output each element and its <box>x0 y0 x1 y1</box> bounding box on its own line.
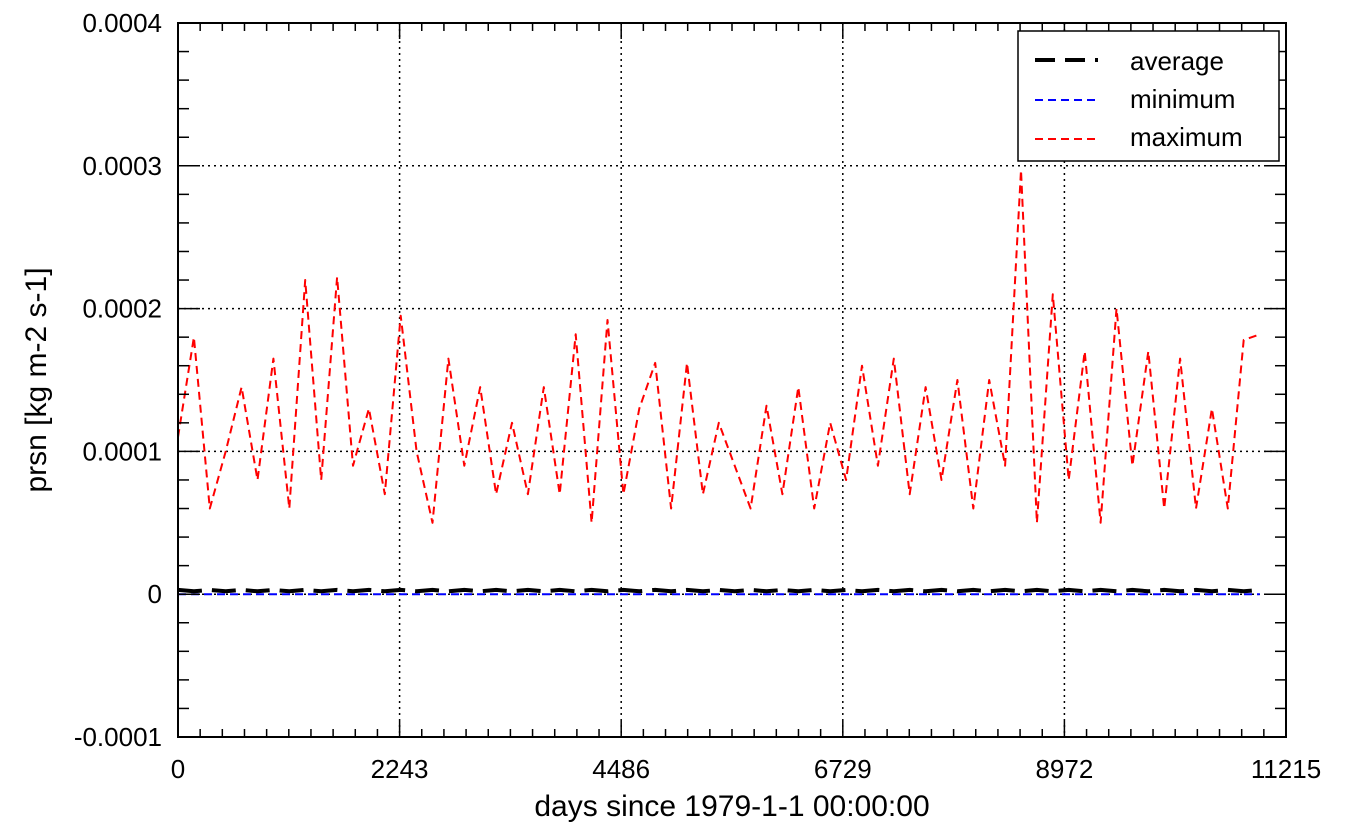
x-axis-title: days since 1979-1-1 00:00:00 <box>534 790 929 823</box>
y-axis-title: prsn [kg m-2 s-1] <box>20 267 53 492</box>
series-line-maximum <box>177 169 1261 524</box>
x-tick-label: 8972 <box>1035 754 1093 784</box>
series-lines <box>177 169 1261 596</box>
legend-label-minimum: minimum <box>1130 84 1235 114</box>
x-tick-label: 4486 <box>592 754 650 784</box>
legend-label-maximum: maximum <box>1130 122 1243 152</box>
legend-label-average: average <box>1130 46 1224 76</box>
x-tick-label: 2243 <box>371 754 429 784</box>
plot-frame <box>177 22 1287 738</box>
y-tick-label: 0 <box>148 579 162 609</box>
y-tick-label: 0.0002 <box>82 294 162 324</box>
y-tick-label: 0.0004 <box>82 8 162 38</box>
series-line-average <box>177 587 1260 594</box>
y-tick-label: -0.0001 <box>74 722 162 752</box>
y-tick-label: 0.0003 <box>82 151 162 181</box>
legend: average minimum maximum <box>1017 30 1280 162</box>
x-tick-label: 0 <box>171 754 185 784</box>
x-tick-label: 6729 <box>814 754 872 784</box>
axis-ticks <box>178 23 1286 737</box>
tick-labels: 0 2243 4486 6729 8972 11215 -0.0001 0 0.0001 0.00… <box>74 8 1321 784</box>
x-tick-label: 11215 <box>1251 754 1321 784</box>
y-tick-label: 0.0001 <box>82 436 162 466</box>
